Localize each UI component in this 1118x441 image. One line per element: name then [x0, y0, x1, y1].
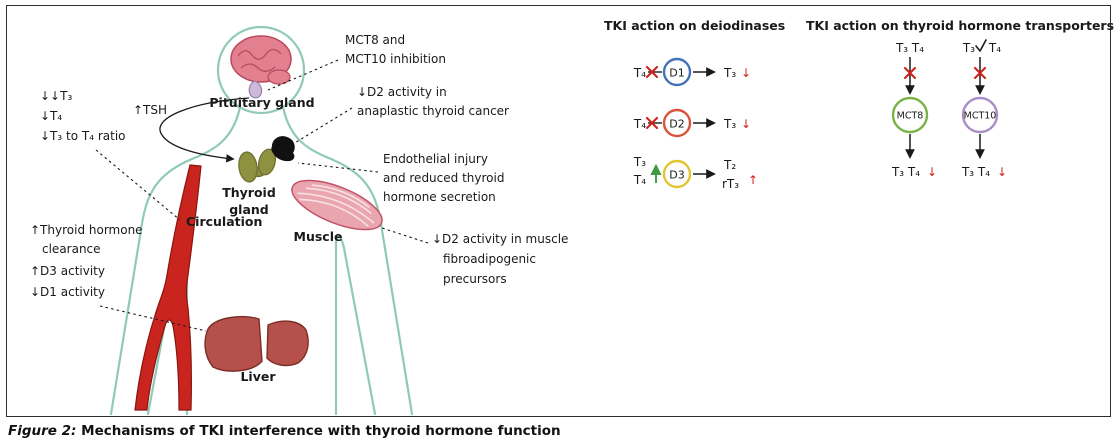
tumour-blob [271, 136, 295, 162]
connector-endothelial-thyroid [297, 162, 379, 173]
d3-enzyme-label: D3 [669, 169, 684, 182]
d1-enzyme-label: D1 [669, 67, 684, 80]
deiodinase-row-d3: T₃ T₄ D3 T₂ rT₃ ↑ [633, 155, 758, 191]
pituitary-gland [248, 80, 263, 99]
muscle [291, 179, 383, 231]
body-right-inner [334, 235, 377, 416]
liver-left-lobe [204, 316, 263, 372]
thyroid-gland [238, 148, 277, 183]
d3-product-top: T₂ [723, 158, 736, 172]
thyroid-label-line1: Thyroid [222, 185, 276, 200]
d1-product-change: ↓ [741, 66, 751, 80]
cerebellum [267, 69, 291, 85]
mct10-input-t3: T₃ [962, 41, 975, 55]
hormone-levels-line3: ↓T₃ to T₄ ratio [40, 129, 126, 143]
clearance-line1: ↑Thyroid hormone [30, 223, 143, 237]
d3-product-bottom: rT₃ [722, 177, 739, 191]
d2-product-change: ↓ [741, 117, 751, 131]
clearance-line2: clearance [42, 242, 101, 256]
pituitary-label: Pituitary gland [209, 95, 314, 110]
d2-cancer-line2: anaplastic thyroid cancer [357, 104, 509, 118]
muscle-striations [297, 184, 375, 227]
endothelial-line2: and reduced thyroid [383, 171, 504, 185]
d2-muscle-line1: ↓D2 activity in muscle [432, 232, 568, 246]
annotation-connectors [95, 59, 429, 332]
clearance-line3: ↑D3 activity [30, 264, 105, 278]
mct10-circle [961, 96, 999, 134]
mct8-output-label: T₃ T₄ [891, 165, 920, 179]
thyroid-label-line2: gland [229, 202, 269, 217]
d2-inhibit-cross-icon [645, 116, 659, 130]
endothelial-line3: hormone secretion [383, 190, 496, 204]
transporter-column-mct10: T₃ T₄ MCT10 T₃ T₄ ↓ [961, 39, 1007, 179]
mct10-input-t4: T₄ [988, 41, 1001, 55]
d3-product-change: ↑ [748, 173, 758, 187]
d1-enzyme-circle [662, 57, 692, 87]
mct8-label: MCT8 [897, 111, 924, 122]
liver-label: Liver [240, 369, 276, 384]
d2-cancer-line1: ↓D2 activity in [357, 85, 447, 99]
figure-caption-label: Figure 2: [8, 423, 77, 439]
mct10-output-change: ↓ [997, 165, 1007, 179]
liver [204, 316, 309, 372]
d2-substrate: T₄ [633, 117, 646, 131]
thyroid-left-lobe [238, 151, 258, 183]
brain-gyri [237, 48, 282, 60]
figure-caption-text: Mechanisms of TKI interference with thyr… [76, 423, 561, 439]
connector-d2-muscle [378, 226, 429, 244]
mct8-circle [891, 96, 929, 134]
mct-inhibition-line2: MCT10 inhibition [345, 52, 446, 66]
tsh-label: ↑TSH [133, 103, 167, 117]
connector-levels-circulation [95, 149, 181, 221]
mct10-output-label: T₃ T₄ [961, 165, 990, 179]
d1-product: T₃ [723, 66, 736, 80]
connector-d2-tumour [292, 107, 353, 145]
brain [230, 35, 292, 85]
d2-muscle-line2: fibroadipogenic [443, 252, 536, 266]
connector-clearance-liver [99, 305, 207, 332]
circulation-label: Circulation [186, 214, 262, 229]
endothelial-line1: Endothelial injury [383, 152, 488, 166]
blood-vessel [134, 164, 202, 411]
muscle-body [291, 179, 383, 231]
hormone-levels-line1: ↓↓T₃ [40, 89, 72, 103]
transporters-title: TKI action on thyroid hormone transporte… [806, 18, 1114, 33]
body-left-outer [109, 105, 242, 416]
muscle-label: Muscle [294, 229, 343, 244]
thyroid-right-lobe [257, 148, 277, 176]
d2-enzyme-label: D2 [669, 118, 684, 131]
deiodinase-row-d2: T₄ D2 T₃ ↓ [633, 108, 751, 138]
diagram-svg: ↓↓T₃ ↓T₄ ↓T₃ to T₄ ratio ↑TSH MCT8 and M… [30, 18, 1114, 416]
mct8-input-label: T₃ T₄ [895, 41, 924, 55]
d1-substrate: T₄ [633, 66, 646, 80]
figure-caption: Figure 2: Mechanisms of TKI interference… [8, 423, 561, 439]
d3-enzyme-circle [662, 159, 692, 189]
tsh-arrow [159, 97, 250, 163]
mct10-label: MCT10 [964, 111, 997, 122]
d2-product: T₃ [723, 117, 736, 131]
liver-right-lobe [266, 320, 309, 367]
d2-muscle-line3: precursors [443, 272, 507, 286]
connector-mct-pituitary [267, 59, 339, 91]
mct8-inhibit-cross-icon [903, 66, 917, 80]
mct8-output-change: ↓ [927, 165, 937, 179]
transporter-column-mct8: T₃ T₄ MCT8 T₃ T₄ ↓ [891, 41, 937, 179]
mct10-inhibit-cross-icon [973, 66, 987, 80]
check-icon [975, 39, 987, 52]
deiodinase-row-d1: T₄ D1 T₃ ↓ [633, 57, 751, 87]
d1-inhibit-cross-icon [645, 65, 659, 79]
mct-inhibition-line1: MCT8 and [345, 33, 405, 47]
deiodinases-title: TKI action on deiodinases [604, 18, 785, 33]
d3-substrate-bottom: T₄ [633, 173, 646, 187]
clearance-line4: ↓D1 activity [30, 285, 105, 299]
d3-substrate-top: T₃ [633, 155, 646, 169]
brain-gyri-2 [240, 63, 276, 72]
hormone-levels-line2: ↓T₄ [40, 109, 62, 123]
d2-enzyme-circle [662, 108, 692, 138]
